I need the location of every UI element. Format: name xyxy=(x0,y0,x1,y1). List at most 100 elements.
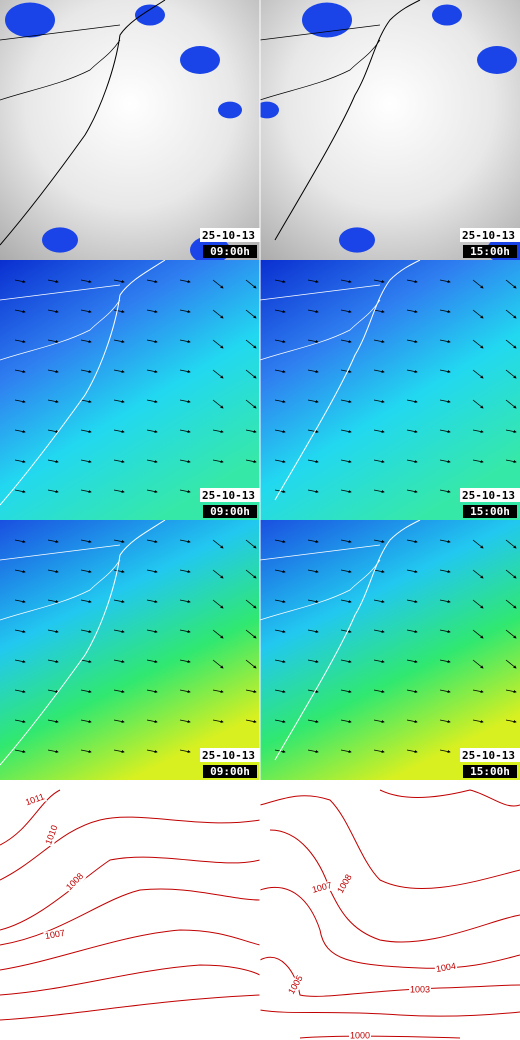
wind-arrow xyxy=(146,689,158,694)
wind-arrow xyxy=(47,539,59,544)
wind-arrow xyxy=(439,399,451,404)
wind-arrow xyxy=(274,459,286,464)
wind-arrow xyxy=(307,539,319,544)
wind-arrow xyxy=(406,599,418,604)
wind-arrow xyxy=(80,399,92,404)
date-label: 25-10-13 xyxy=(202,489,255,502)
wind-arrow xyxy=(340,569,352,574)
wind-arrow xyxy=(406,429,418,434)
wind-arrow xyxy=(406,689,418,694)
wind-arrow xyxy=(373,539,385,544)
wind-arrow xyxy=(406,629,418,634)
wind-arrow xyxy=(80,429,92,434)
wind-arrow xyxy=(47,279,59,284)
wind-arrow xyxy=(505,369,517,379)
wind-arrow xyxy=(113,309,125,314)
wind-arrow xyxy=(373,659,385,664)
wind-arrow xyxy=(274,629,286,634)
wind-arrow xyxy=(340,459,352,464)
wind-arrow xyxy=(179,429,191,434)
isobar-label-bg xyxy=(63,870,87,894)
wind-arrow xyxy=(212,689,224,694)
wind-arrow xyxy=(373,719,385,724)
wind-arrow xyxy=(439,489,451,494)
wind-arrow xyxy=(406,339,418,344)
wind-arrow xyxy=(179,569,191,574)
wind-arrow xyxy=(406,399,418,404)
wind-arrow xyxy=(439,689,451,694)
coastline xyxy=(0,0,166,246)
wind-arrow xyxy=(80,309,92,314)
wind-arrow xyxy=(212,539,224,549)
wind-arrow xyxy=(505,279,517,289)
wind-arrow xyxy=(373,309,385,314)
wind-arrow xyxy=(179,659,191,664)
wind-arrow xyxy=(439,309,451,314)
wind-arrow xyxy=(439,569,451,574)
wind-arrow xyxy=(80,629,92,634)
wind-arrow xyxy=(245,659,257,669)
wind-arrow xyxy=(307,689,319,694)
precip-area xyxy=(302,2,352,38)
wind-arrow xyxy=(179,749,191,754)
wind-arrow xyxy=(14,629,26,634)
wind-arrow xyxy=(307,719,319,724)
wind-arrow xyxy=(47,339,59,344)
wind-arrow xyxy=(113,749,125,754)
border xyxy=(0,284,121,361)
wind-arrow xyxy=(245,429,257,434)
wind-arrow xyxy=(340,309,352,314)
wind-arrow xyxy=(439,629,451,634)
wind-arrow xyxy=(373,629,385,634)
wind-arrow xyxy=(373,369,385,374)
wind-arrow xyxy=(47,569,59,574)
wind-arrow xyxy=(14,569,26,574)
wind-arrow xyxy=(340,339,352,344)
wind-arrow xyxy=(307,309,319,314)
wind-arrow xyxy=(307,459,319,464)
wind-arrow xyxy=(439,539,451,544)
time-box xyxy=(463,765,517,778)
wind-arrow xyxy=(179,309,191,314)
wind-arrow xyxy=(113,459,125,464)
wind-arrow xyxy=(340,629,352,634)
isobar-label-bg xyxy=(310,880,334,896)
wind-arrow xyxy=(245,459,257,464)
wind-arrow xyxy=(113,369,125,374)
map-panel: 25-10-13 09:00h xyxy=(0,0,260,260)
precip-area xyxy=(135,4,165,26)
wind-arrow xyxy=(505,339,517,349)
date-label: 25-10-13 xyxy=(462,229,515,242)
wind-arrow xyxy=(113,429,125,434)
wind-arrow xyxy=(80,489,92,494)
wind-arrow xyxy=(179,369,191,374)
wind-arrow xyxy=(373,459,385,464)
wind-arrow xyxy=(179,489,191,494)
wind-arrow xyxy=(212,279,224,289)
wind-arrow xyxy=(307,659,319,664)
wind-arrow xyxy=(146,369,158,374)
wind-arrow xyxy=(274,369,286,374)
wind-arrow xyxy=(274,599,286,604)
wind-arrow xyxy=(373,569,385,574)
isobars xyxy=(0,789,520,1039)
wind-arrow xyxy=(245,539,257,549)
wind-arrow xyxy=(146,659,158,664)
time-box xyxy=(463,245,517,258)
wind-arrow xyxy=(146,749,158,754)
wind-arrow xyxy=(406,569,418,574)
wind-arrow xyxy=(113,629,125,634)
coastline xyxy=(0,520,166,766)
wind-arrow xyxy=(146,719,158,724)
isobar-label-bg xyxy=(43,822,61,848)
border xyxy=(0,24,121,101)
wind-arrow xyxy=(439,279,451,284)
wind-arrow xyxy=(14,369,26,374)
date-label: 25-10-13 xyxy=(462,749,515,762)
wind-arrow xyxy=(406,749,418,754)
wind-arrow xyxy=(47,689,59,694)
wind-arrow xyxy=(146,539,158,544)
precip-area xyxy=(218,101,242,119)
wind-arrow xyxy=(47,719,59,724)
wind-arrow xyxy=(274,399,286,404)
